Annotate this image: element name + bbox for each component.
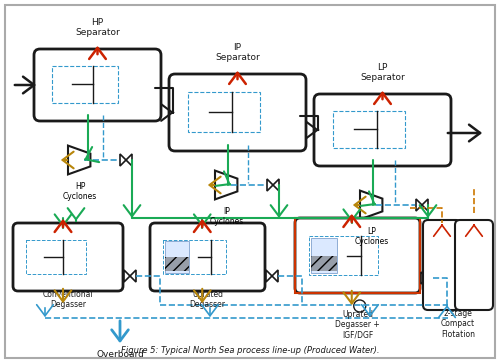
Polygon shape (416, 199, 428, 211)
Polygon shape (215, 171, 238, 199)
Bar (309, 236, 378, 275)
Bar (164, 241, 188, 273)
Text: IP
Separator: IP Separator (215, 42, 260, 62)
Text: Figure 5: Typical North Sea process line-up (Produced Water).: Figure 5: Typical North Sea process line… (121, 346, 380, 355)
Bar (310, 256, 337, 271)
FancyBboxPatch shape (13, 223, 123, 291)
Bar (26, 240, 86, 274)
FancyBboxPatch shape (423, 220, 461, 310)
Polygon shape (267, 179, 279, 191)
FancyBboxPatch shape (34, 49, 161, 121)
Text: IP
Cyclones: IP Cyclones (210, 207, 244, 227)
Text: Uprated
Degasser: Uprated Degasser (190, 290, 226, 309)
FancyBboxPatch shape (295, 218, 420, 293)
Text: HP
Separator: HP Separator (75, 17, 120, 37)
Text: HP
Cyclones: HP Cyclones (63, 182, 97, 201)
Bar (164, 240, 226, 274)
Bar (52, 66, 118, 103)
Bar (332, 111, 405, 148)
Text: LP
Separator: LP Separator (360, 62, 405, 82)
Polygon shape (266, 270, 278, 282)
Text: Conventional
Degasser: Conventional Degasser (42, 290, 94, 309)
FancyBboxPatch shape (455, 220, 493, 310)
FancyBboxPatch shape (150, 223, 265, 291)
Polygon shape (68, 146, 90, 174)
Circle shape (354, 300, 366, 312)
FancyBboxPatch shape (169, 74, 306, 151)
Bar (295, 218, 420, 293)
Bar (188, 92, 260, 132)
Bar (164, 257, 188, 271)
Text: LP
Cyclones: LP Cyclones (355, 227, 389, 246)
Polygon shape (360, 191, 382, 219)
Polygon shape (421, 272, 433, 284)
Bar (310, 238, 337, 273)
Polygon shape (120, 154, 132, 166)
Text: Uprated
Degasser +
IGF/DGF: Uprated Degasser + IGF/DGF (335, 310, 380, 340)
Text: Overboard: Overboard (96, 350, 144, 359)
Text: 2-stage
Compact
Flotation: 2-stage Compact Flotation (441, 309, 475, 339)
Polygon shape (124, 270, 136, 282)
FancyBboxPatch shape (314, 94, 451, 166)
